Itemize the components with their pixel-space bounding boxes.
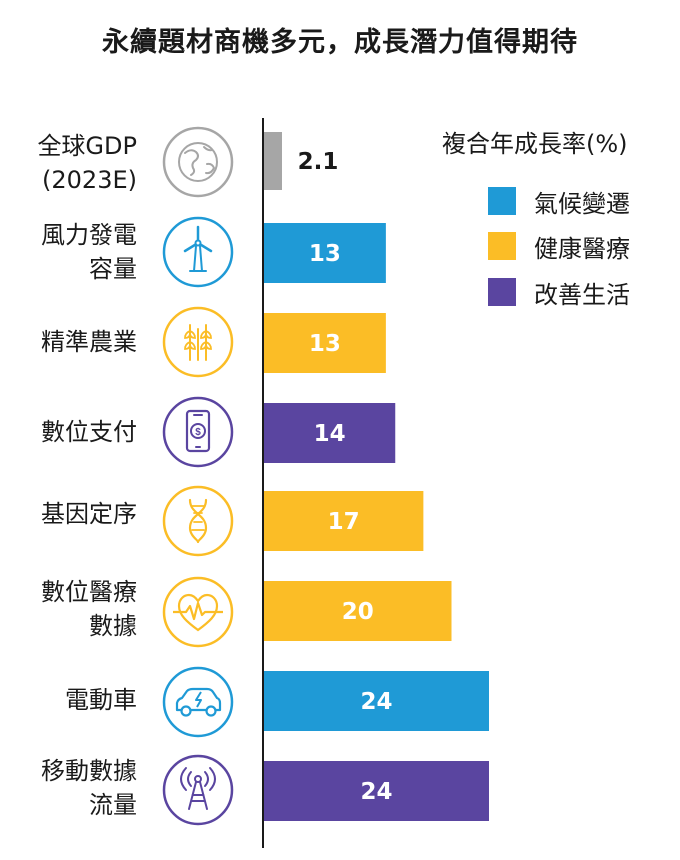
category-label-line: 電動車 [65, 686, 137, 714]
category-label-line: 容量 [89, 255, 137, 283]
value-label-electric-vehicle: 24 [360, 689, 392, 715]
category-label-line: 流量 [89, 791, 137, 819]
legend-item-better-living: 改善生活 [488, 277, 630, 309]
category-label-digital-health-data: 數位醫療 數據 [41, 575, 137, 643]
category-label-digital-payment: 數位支付 [41, 415, 137, 449]
category-label-line: 數據 [89, 612, 137, 640]
radio-tower-icon [161, 753, 235, 827]
dna-icon [161, 484, 235, 558]
category-label-gene-sequencing: 基因定序 [41, 497, 137, 531]
value-label-mobile-data-traffic: 24 [360, 779, 392, 805]
category-label-precision-agriculture: 精準農業 [41, 325, 137, 359]
mobile-payment-icon: $ [161, 395, 235, 469]
category-label-line: 數位支付 [41, 418, 137, 446]
bar-electric-vehicle [264, 671, 489, 731]
value-label-gene-sequencing: 17 [328, 509, 360, 535]
category-label-line: 移動數據 [41, 757, 137, 785]
wheat-icon [161, 305, 235, 379]
value-label-digital-payment: 14 [314, 421, 346, 447]
category-label-electric-vehicle: 電動車 [65, 683, 137, 717]
category-label-global-gdp: 全球GDP (2023E) [37, 129, 137, 197]
value-label-precision-agriculture: 13 [309, 331, 341, 357]
category-label-line: 數位醫療 [41, 578, 137, 606]
svg-text:$: $ [195, 427, 201, 438]
category-label-line: (2023E) [42, 166, 137, 194]
category-label-line: 精準農業 [41, 328, 137, 356]
legend-swatch-healthcare [488, 232, 516, 260]
heartbeat-icon [161, 575, 235, 649]
value-label-global-gdp: 2.1 [298, 149, 339, 175]
wind-turbine-icon [161, 215, 235, 289]
globe-icon [161, 125, 235, 199]
electric-car-icon [161, 665, 235, 739]
legend-swatch-better-living [488, 278, 516, 306]
value-label-wind-power: 13 [309, 241, 341, 267]
bar-mobile-data-traffic [264, 761, 489, 821]
category-label-line: 基因定序 [41, 500, 137, 528]
category-axis-line [262, 118, 264, 848]
category-label-line: 風力發電 [41, 221, 137, 249]
legend-label-healthcare: 健康醫療 [534, 234, 630, 263]
chart-title: 永續題材商機多元，成長潛力值得期待 [102, 27, 578, 58]
value-label-digital-health-data: 20 [342, 599, 374, 625]
legend-title: 複合年成長率(%) [442, 130, 628, 158]
bar-digital-payment [264, 403, 396, 463]
category-label-wind-power: 風力發電 容量 [41, 218, 137, 286]
bar-wind-power [264, 223, 386, 283]
legend-item-healthcare: 健康醫療 [488, 231, 630, 263]
category-label-line: 全球GDP [37, 132, 137, 160]
legend-item-climate-change: 氣候變遷 [488, 186, 630, 218]
bar-global-gdp [264, 132, 282, 190]
bar-digital-health-data [264, 581, 452, 641]
legend-label-climate-change: 氣候變遷 [534, 189, 630, 218]
category-label-mobile-data-traffic: 移動數據 流量 [41, 754, 137, 822]
legend-label-better-living: 改善生活 [534, 280, 630, 309]
bar-gene-sequencing [264, 491, 424, 551]
legend-swatch-climate-change [488, 187, 516, 215]
bar-precision-agriculture [264, 313, 386, 373]
